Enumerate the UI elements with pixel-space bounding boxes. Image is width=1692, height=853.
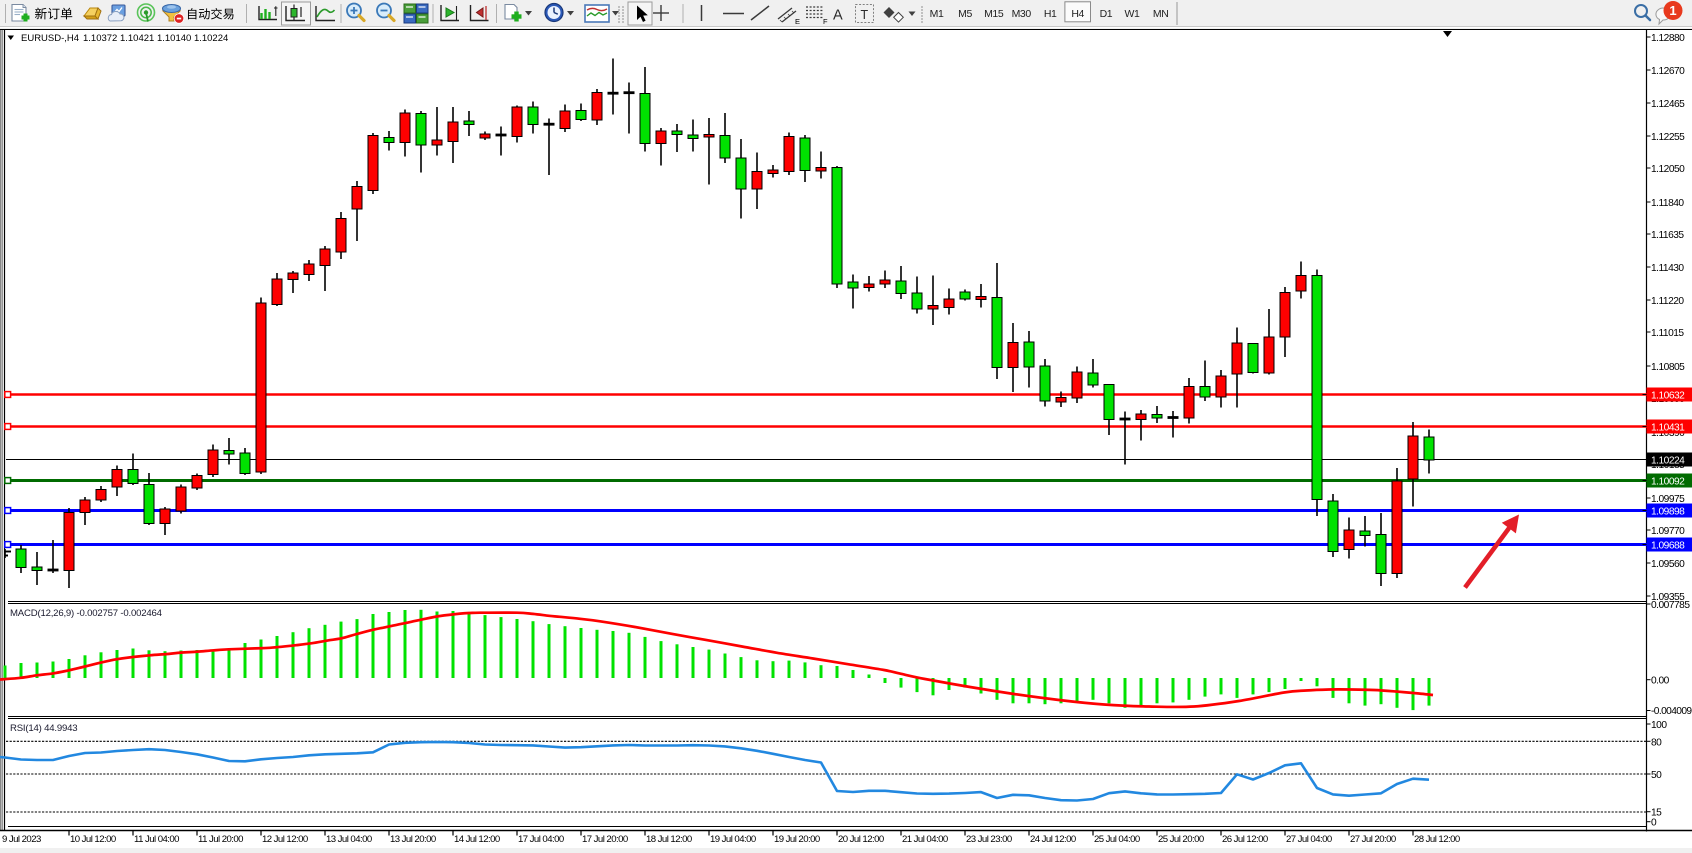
svg-text:26 Jul 12:00: 26 Jul 12:00 [1222,834,1268,845]
svg-text:RSI(14) 44.9943: RSI(14) 44.9943 [10,723,77,734]
svg-text:A: A [833,8,843,24]
svg-text:0: 0 [1651,818,1657,829]
svg-text:1.12050: 1.12050 [1651,164,1685,175]
svg-text:1.11840: 1.11840 [1651,198,1684,209]
svg-text:1.11220: 1.11220 [1651,296,1684,307]
svg-text:0.007785: 0.007785 [1651,600,1690,611]
svg-text:M1: M1 [930,8,944,20]
svg-text:1.10431: 1.10431 [1651,423,1685,434]
svg-text:1.09898: 1.09898 [1651,507,1685,518]
svg-text:25 Jul 20:00: 25 Jul 20:00 [1158,834,1204,845]
svg-text:1.09688: 1.09688 [1651,541,1685,552]
svg-text:T: T [861,8,869,22]
svg-text:100: 100 [1651,720,1667,731]
svg-text:1.10805: 1.10805 [1651,362,1685,373]
svg-text:-0.004009: -0.004009 [1651,706,1692,717]
svg-text:28 Jul 12:00: 28 Jul 12:00 [1414,834,1460,845]
svg-text:12 Jul 12:00: 12 Jul 12:00 [262,834,308,845]
svg-text:1: 1 [1669,3,1676,18]
svg-text:M15: M15 [984,8,1004,20]
svg-text:24 Jul 12:00: 24 Jul 12:00 [1030,834,1076,845]
svg-text:H1: H1 [1044,8,1057,20]
svg-text:MN: MN [1153,8,1169,20]
svg-text:F: F [823,17,828,26]
svg-text:1.11430: 1.11430 [1651,263,1684,274]
svg-text:1.11635: 1.11635 [1651,230,1684,241]
svg-text:1.12670: 1.12670 [1651,66,1685,77]
svg-text:D1: D1 [1100,8,1113,20]
svg-text:1.12880: 1.12880 [1651,33,1685,44]
svg-text:21 Jul 04:00: 21 Jul 04:00 [902,834,948,845]
svg-text:1.10632: 1.10632 [1651,391,1685,402]
svg-text:M30: M30 [1012,8,1032,20]
svg-text:11 Jul 20:00: 11 Jul 20:00 [198,834,243,845]
svg-text:50: 50 [1651,770,1662,781]
svg-text:9 Jul 2023: 9 Jul 2023 [2,834,41,845]
svg-text:W1: W1 [1125,8,1141,20]
svg-text:18 Jul 12:00: 18 Jul 12:00 [646,834,692,845]
svg-text:17 Jul 04:00: 17 Jul 04:00 [518,834,564,845]
svg-text:MACD(12,26,9) -0.002757 -0.002: MACD(12,26,9) -0.002757 -0.002464 [10,608,163,619]
svg-text:1.12255: 1.12255 [1651,132,1685,143]
svg-text:23 Jul 23:00: 23 Jul 23:00 [966,834,1012,845]
svg-text:13 Jul 04:00: 13 Jul 04:00 [326,834,372,845]
svg-text:11 Jul 04:00: 11 Jul 04:00 [134,834,179,845]
svg-text:M5: M5 [958,8,972,20]
svg-text:17 Jul 20:00: 17 Jul 20:00 [582,834,628,845]
svg-text:1.10092: 1.10092 [1651,477,1685,488]
svg-text:1.09770: 1.09770 [1651,526,1685,537]
svg-text:15: 15 [1651,808,1662,819]
svg-text:19 Jul 20:00: 19 Jul 20:00 [774,834,820,845]
svg-text:27 Jul 04:00: 27 Jul 04:00 [1286,834,1332,845]
svg-text:19 Jul 04:00: 19 Jul 04:00 [710,834,756,845]
svg-text:27 Jul 20:00: 27 Jul 20:00 [1350,834,1396,845]
svg-text:1.09560: 1.09560 [1651,559,1685,570]
svg-text:25 Jul 04:00: 25 Jul 04:00 [1094,834,1140,845]
svg-text:1.09975: 1.09975 [1651,494,1685,505]
svg-text:1.11015: 1.11015 [1651,328,1684,339]
svg-text:H4: H4 [1071,8,1084,20]
svg-text:20 Jul 12:00: 20 Jul 12:00 [838,834,884,845]
svg-text:1.10372 1.10421 1.10140 1.1022: 1.10372 1.10421 1.10140 1.10224 [83,33,228,44]
svg-text:10 Jul 12:00: 10 Jul 12:00 [70,834,116,845]
svg-text:1.09355: 1.09355 [1651,592,1685,603]
svg-text:EURUSD-,H4: EURUSD-,H4 [21,33,79,44]
svg-text:13 Jul 20:00: 13 Jul 20:00 [390,834,436,845]
svg-text:14 Jul 12:00: 14 Jul 12:00 [454,834,500,845]
svg-text:1.10224: 1.10224 [1651,456,1685,467]
svg-text:1.12465: 1.12465 [1651,99,1685,110]
svg-text:E: E [795,17,800,26]
svg-text:80: 80 [1651,737,1662,748]
svg-text:0.00: 0.00 [1651,676,1670,687]
